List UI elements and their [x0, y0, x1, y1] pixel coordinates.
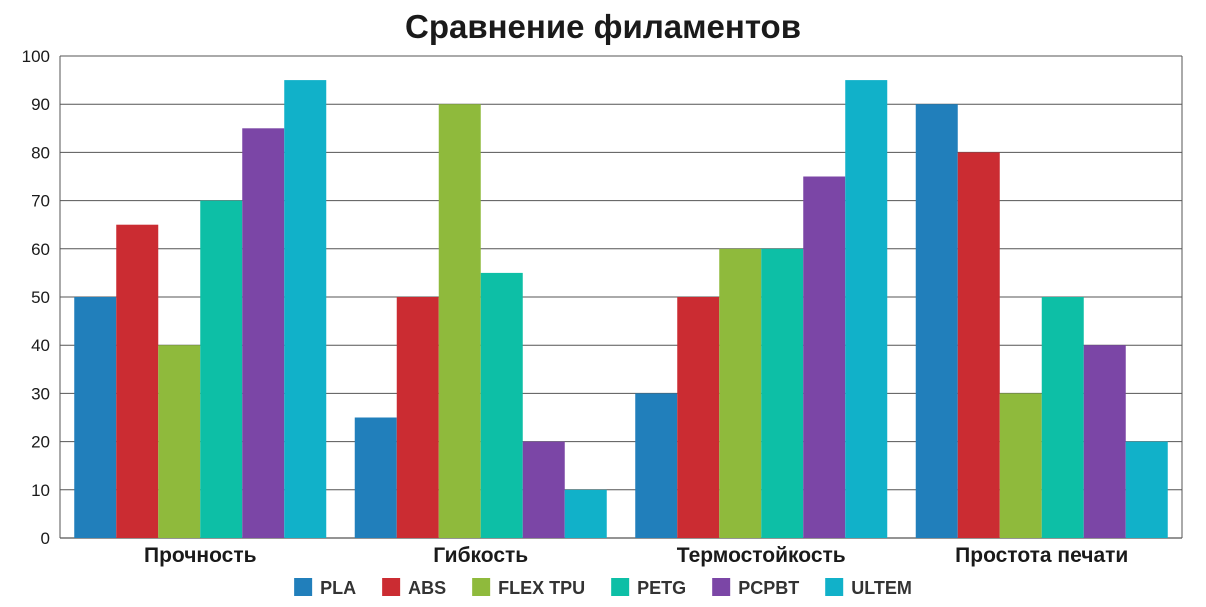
legend-label: PCPBT: [738, 578, 799, 598]
y-axis: 0 10 20 30 40 50 60 70 80 90 100: [22, 47, 1183, 548]
y-tick-label: 10: [31, 481, 50, 500]
y-tick-label: 60: [31, 240, 50, 259]
y-tick-label: 0: [41, 529, 50, 548]
legend-label: ULTEM: [851, 578, 912, 598]
y-tick-label: 70: [31, 192, 50, 211]
x-category-label: Прочность: [144, 544, 257, 567]
bar: [761, 248, 804, 539]
bar: [354, 417, 397, 538]
legend-label: ABS: [408, 578, 446, 598]
legend-label: FLEX TPU: [498, 578, 585, 598]
bar: [635, 393, 678, 538]
bar: [522, 441, 565, 538]
y-tick-label: 90: [31, 95, 50, 114]
bar: [999, 393, 1042, 538]
bar: [677, 297, 720, 538]
x-category-label: Термостойкость: [677, 544, 846, 567]
y-tick-label: 40: [31, 336, 50, 355]
bar: [915, 104, 958, 538]
legend: PLA ABS FLEX TPU PETG PCPBT ULTEM: [294, 578, 912, 598]
x-axis: Прочность Гибкость Термостойкость Простота …: [144, 544, 1128, 567]
legend-swatch: [294, 578, 313, 596]
legend-swatch: [472, 578, 491, 596]
bar: [158, 345, 201, 538]
bar: [1041, 297, 1084, 538]
bar: [719, 248, 762, 539]
legend-label: PLA: [320, 578, 356, 598]
bar: [803, 176, 846, 538]
y-tick-label: 30: [31, 384, 50, 403]
y-tick-label: 50: [31, 288, 50, 307]
bar: [242, 128, 285, 539]
y-tick-label: 20: [31, 433, 50, 452]
legend-swatch: [825, 578, 844, 596]
bar: [957, 152, 1000, 538]
bars: [74, 80, 1168, 539]
bar: [396, 297, 439, 538]
bar: [284, 80, 327, 538]
bar: [845, 80, 888, 538]
bar: [1083, 345, 1126, 538]
x-category-label: Простота печати: [955, 544, 1128, 567]
chart-title: Сравнение филаментов: [405, 8, 801, 45]
bar: [438, 104, 481, 538]
y-tick-label: 100: [22, 47, 50, 66]
bar: [1125, 441, 1168, 538]
y-tick-label: 80: [31, 143, 50, 162]
bar: [564, 489, 607, 538]
bar: [116, 224, 159, 538]
x-category-label: Гибкость: [433, 544, 528, 567]
legend-swatch: [611, 578, 630, 596]
bar: [200, 200, 243, 538]
legend-swatch: [712, 578, 731, 596]
bar: [74, 297, 117, 538]
bar: [480, 272, 523, 538]
legend-label: PETG: [637, 578, 686, 598]
legend-swatch: [382, 578, 401, 596]
